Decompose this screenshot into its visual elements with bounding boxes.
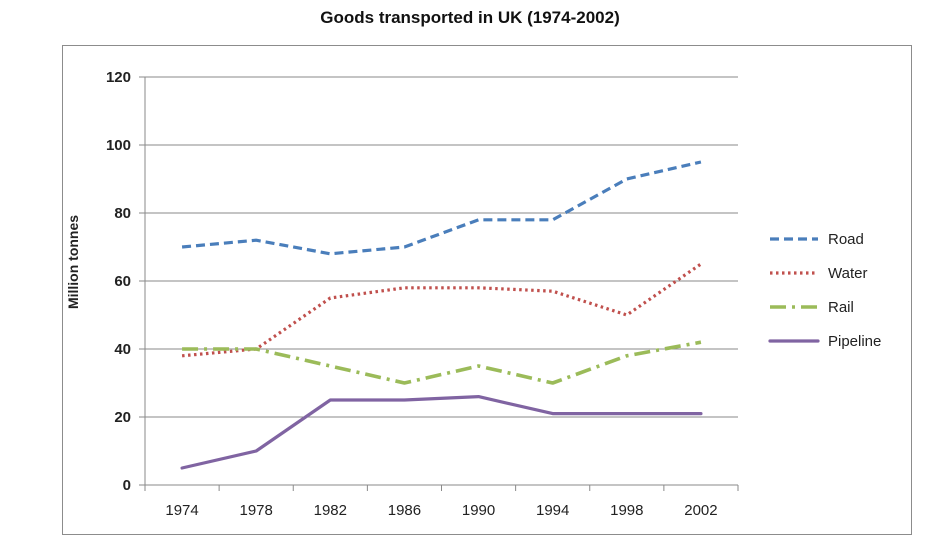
series-line-water	[181, 262, 702, 358]
y-tick-label: 40	[114, 341, 131, 358]
x-tick-label: 1978	[240, 502, 273, 519]
series-line-rail	[182, 340, 702, 385]
data-point-road	[699, 160, 703, 164]
data-point-pipeline	[180, 466, 184, 470]
x-tick-labels: 1974 1978 1982 1986 1990 1994 1998 2002	[165, 502, 717, 519]
data-point-rail	[625, 354, 629, 358]
data-point-pipeline	[254, 449, 258, 453]
x-tick-label: 1986	[388, 502, 421, 519]
y-axis-label: Million tonnes	[65, 215, 81, 309]
y-tick-labels: 0 20 40 60 80 100 120	[106, 69, 131, 494]
data-point-rail	[551, 381, 555, 385]
data-point-pipeline	[551, 412, 555, 416]
data-point-water	[551, 289, 555, 293]
data-point-water	[699, 262, 703, 266]
y-tick-label: 120	[106, 69, 131, 86]
y-tick-label: 60	[114, 273, 131, 290]
chart-title: Goods transported in UK (1974-2002)	[320, 8, 620, 27]
data-point-road	[328, 252, 332, 256]
data-point-pipeline	[699, 412, 703, 416]
data-point-water	[328, 296, 332, 300]
data-point-rail	[328, 364, 332, 368]
data-point-water	[477, 286, 481, 290]
data-point-road	[477, 218, 481, 222]
data-point-pipeline	[477, 395, 481, 399]
data-point-rail	[402, 381, 406, 385]
x-tick-label: 1982	[314, 502, 347, 519]
data-point-road	[551, 218, 555, 222]
legend: Road Water Rail Pipeline	[768, 231, 881, 350]
data-point-road	[180, 245, 184, 249]
chart-frame	[62, 45, 912, 535]
data-point-road	[254, 238, 258, 242]
axes	[139, 76, 739, 491]
legend-label-pipeline: Pipeline	[828, 333, 881, 350]
x-tick-label: 2002	[684, 502, 717, 519]
series-line-road	[181, 160, 702, 256]
legend-label-road: Road	[828, 231, 864, 248]
series-line-pipeline	[180, 395, 703, 470]
data-point-pipeline	[625, 412, 629, 416]
data-point-water	[180, 354, 184, 358]
data-point-pipeline	[328, 398, 332, 402]
x-tick-label: 1974	[165, 502, 198, 519]
legend-label-water: Water	[828, 265, 867, 282]
data-point-water	[625, 313, 629, 317]
data-point-road	[625, 177, 629, 181]
data-point-rail	[477, 364, 481, 368]
x-tick-label: 1994	[536, 502, 569, 519]
data-point-rail	[254, 347, 258, 351]
y-tick-label: 20	[114, 409, 131, 426]
data-point-rail	[699, 340, 703, 344]
y-tick-label: 0	[123, 477, 131, 494]
data-point-rail	[180, 347, 184, 351]
x-tick-label: 1998	[610, 502, 643, 519]
legend-label-rail: Rail	[828, 299, 854, 316]
data-point-road	[402, 245, 406, 249]
gridlines	[145, 76, 738, 418]
series-lines	[180, 160, 703, 470]
data-point-water	[402, 286, 406, 290]
data-point-pipeline	[402, 398, 406, 402]
x-tick-label: 1990	[462, 502, 495, 519]
y-tick-label: 80	[114, 205, 131, 222]
y-tick-label: 100	[106, 137, 131, 154]
